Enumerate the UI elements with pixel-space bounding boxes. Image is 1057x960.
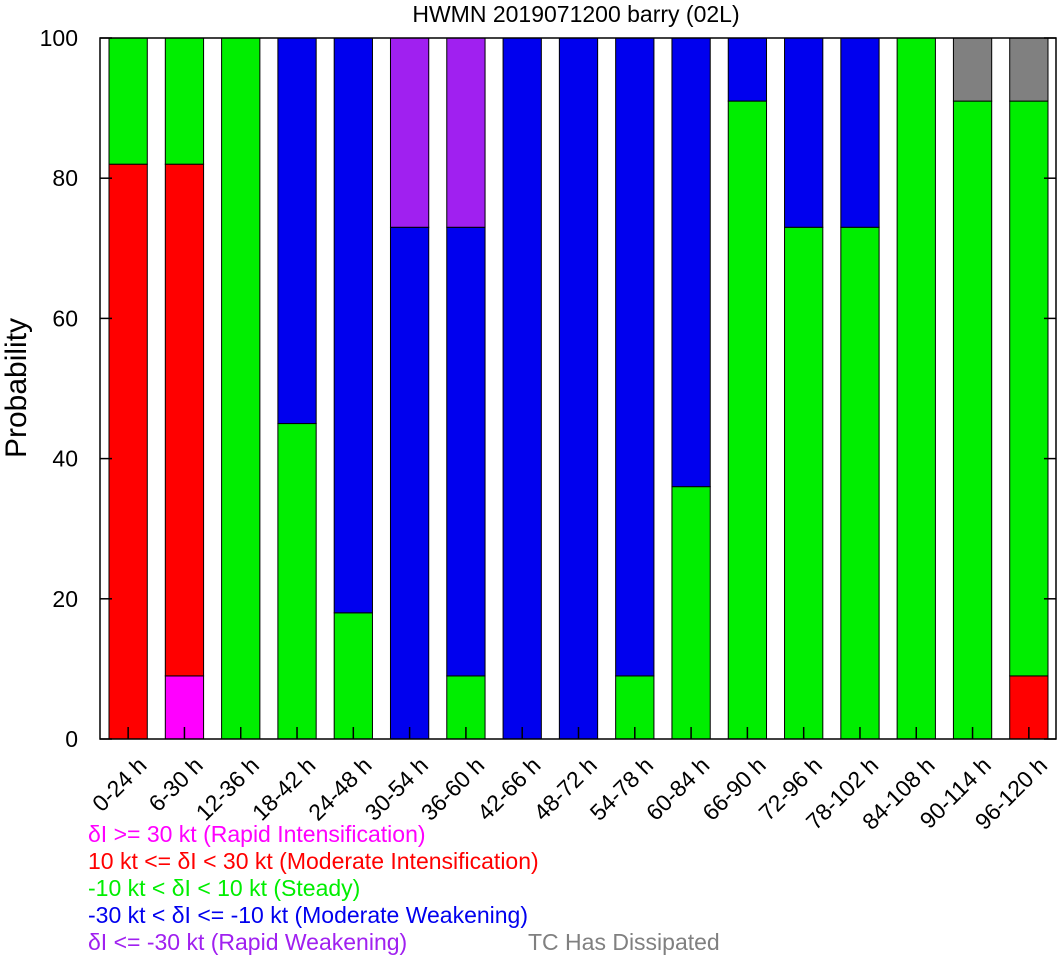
bar-segment (108, 37, 148, 165)
bar-group (840, 37, 880, 740)
y-tick-label: 0 (65, 726, 78, 752)
bar-segment (108, 163, 148, 740)
bar-group (952, 37, 993, 740)
bar-segment (784, 37, 824, 228)
y-tick-label: 60 (52, 305, 78, 331)
legend-entry-rapid-weakening: δI <= -30 kt (Rapid Weakening) (88, 929, 408, 955)
bar-segment (221, 37, 261, 740)
bar-segment (671, 37, 711, 488)
bar-group (164, 37, 205, 740)
bar-segment (446, 226, 486, 677)
bar-group (727, 37, 768, 740)
bars (108, 37, 1049, 740)
bar-segment (671, 486, 711, 740)
bar-segment (333, 37, 373, 614)
y-tick-label: 80 (52, 165, 78, 191)
bar-segment (558, 37, 599, 740)
bar-group (333, 37, 373, 740)
bar-group (389, 37, 430, 740)
bar-group (896, 37, 936, 740)
bar-segment (840, 37, 880, 228)
bar-group (615, 37, 655, 740)
bar-group (784, 37, 824, 740)
bar-segment (277, 423, 317, 740)
y-tick-label: 40 (52, 446, 78, 472)
y-tick-label: 20 (52, 586, 78, 612)
bar-segment (727, 37, 768, 102)
bar-segment (277, 37, 317, 425)
bar-segment (502, 37, 542, 740)
bar-group (1009, 37, 1049, 740)
y-tick-label: 100 (40, 25, 78, 51)
bar-segment (840, 226, 880, 740)
bar-segment (727, 100, 768, 740)
bar-segment (389, 226, 430, 740)
bar-segment (952, 100, 993, 740)
bar-segment (784, 226, 824, 740)
bar-segment (896, 37, 936, 740)
bar-segment (1009, 37, 1049, 102)
bar-group (446, 37, 486, 740)
legend-entry-steady: -10 kt < δI < 10 kt (Steady) (88, 875, 361, 901)
axes (99, 37, 1057, 740)
bar-group (277, 37, 317, 740)
bar-segment (333, 612, 373, 740)
bar-segment (615, 37, 655, 677)
legend-entry-moderate-intensification: 10 kt <= δI < 30 kt (Moderate Intensific… (88, 848, 539, 874)
bar-group (671, 37, 711, 740)
bar-group (221, 37, 261, 740)
bar-segment (446, 37, 486, 228)
bar-segment (164, 163, 205, 677)
legend-entry-moderate-weakening: -30 kt < δI <= -10 kt (Moderate Weakenin… (88, 902, 529, 928)
bar-group (558, 37, 599, 740)
bar-segment (389, 37, 430, 228)
legend-entry-rapid-intensification: δI >= 30 kt (Rapid Intensification) (88, 821, 426, 847)
y-axis-label: Probability (0, 318, 33, 458)
bar-group (502, 37, 542, 740)
bar-segment (952, 37, 993, 102)
bar-segment (164, 37, 205, 165)
y-tick-labels: 0 20 40 60 80 100 (40, 25, 78, 752)
legend-entry-tc-dissipated: TC Has Dissipated (528, 929, 720, 955)
chart-title: HWMN 2019071200 barry (02L) (412, 1, 739, 27)
bar-segment (1009, 100, 1049, 677)
bar-group (108, 37, 148, 740)
x-tick-label: 0-24 h (87, 752, 152, 817)
